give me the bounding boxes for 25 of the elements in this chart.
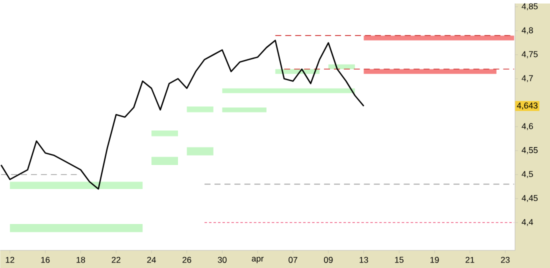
y-tick-label: 4,5 (522, 170, 533, 178)
x-tick-label: 12 (6, 256, 14, 263)
x-tick-label: 15 (395, 256, 404, 263)
x-tick-label: 24 (147, 256, 156, 263)
x-tick-label: 18 (76, 256, 86, 263)
x-tick-label: 22 (112, 256, 120, 263)
x-tick-label: 13 (360, 256, 368, 263)
x-tick-label: 26 (182, 256, 192, 263)
y-tick-label: 4,55 (522, 147, 538, 154)
y-tick-label: 4,7 (522, 75, 533, 82)
y-tick-label: 4,85 (522, 3, 538, 10)
x-tick-label: 30 (218, 256, 227, 263)
x-tick-label: 09 (324, 256, 333, 263)
y-tick-label: 4,8 (522, 27, 533, 34)
x-tick-label: 07 (288, 256, 298, 263)
x-tick-label: 19 (430, 256, 439, 263)
x-tick-label: 16 (41, 256, 50, 263)
y-tick-label: 4,75 (522, 51, 538, 58)
y-tick-label: 4,6 (522, 123, 533, 130)
y-tick-label: 4,45 (522, 194, 538, 202)
x-tick-label: apr (252, 256, 264, 264)
x-tick-label: 21 (466, 256, 474, 263)
x-tick-label: 23 (501, 256, 510, 263)
y-tick-label: 4,4 (522, 218, 534, 226)
text: 4,643 (516, 102, 538, 110)
